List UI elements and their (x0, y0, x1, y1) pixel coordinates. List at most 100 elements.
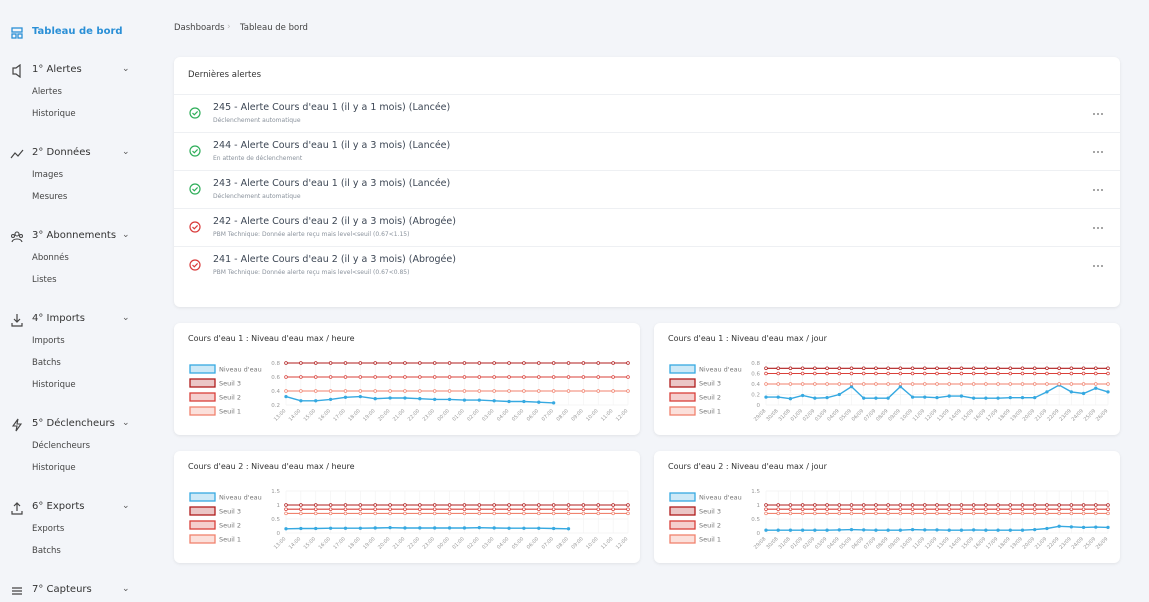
nav-section[interactable]: 4° Imports (32, 313, 85, 324)
nav-item[interactable]: Batchs (32, 546, 61, 556)
nav-item[interactable]: Images (32, 170, 64, 180)
data-point (947, 507, 951, 511)
data-point (343, 389, 348, 393)
x-tick-label: 08/09 (875, 536, 889, 550)
nav-section[interactable]: 2° Données (32, 147, 91, 158)
legend-label: Seuil 2 (219, 522, 241, 530)
nav-icon (10, 583, 24, 602)
nav-section[interactable]: 1° Alertes (32, 64, 82, 75)
data-point (284, 503, 288, 507)
alert-row[interactable]: 245 - Alerte Cours d'eau 1 (il y a 1 moi… (174, 94, 1120, 133)
data-point (996, 511, 1000, 516)
nav-item[interactable]: Batchs (32, 358, 61, 368)
nav-item[interactable]: Mesures (32, 192, 68, 202)
data-point (418, 375, 422, 379)
nav-icon (10, 417, 24, 436)
data-point (984, 528, 988, 532)
breadcrumb-item[interactable]: Dashboards (174, 23, 225, 33)
data-point (947, 503, 951, 507)
nav-chevron[interactable]: ⌄ (122, 147, 130, 157)
nav-item[interactable]: Imports (32, 336, 65, 346)
legend-swatch (189, 392, 216, 402)
nav-item[interactable]: Exports (32, 524, 65, 534)
data-point (537, 361, 541, 365)
data-point (328, 361, 333, 365)
nav-item[interactable]: Historique (32, 109, 76, 119)
chart: 0 0.5 1 1.5 29/0830/0831/0801/0902/0903/0904… (669, 489, 1110, 551)
nav-section[interactable]: 5° Déclencheurs (32, 418, 115, 429)
data-point (626, 389, 630, 393)
legend-label: Niveau d'eau (219, 366, 262, 374)
x-tick-label: 14/09 (948, 408, 962, 422)
alerts-card: Dernières alertes 245 - Alerte Cours d'e… (174, 57, 1120, 307)
data-point (1008, 511, 1013, 516)
data-point (418, 511, 422, 516)
data-point (776, 507, 780, 511)
data-point (581, 507, 586, 511)
data-point (898, 511, 903, 516)
nav-section[interactable]: 7° Capteurs (32, 584, 92, 595)
data-point (447, 503, 452, 507)
data-point (477, 507, 482, 511)
data-point (1032, 511, 1037, 516)
nav-item[interactable]: Listes (32, 275, 57, 285)
data-point (947, 382, 951, 386)
data-point (776, 382, 780, 386)
x-tick-label: 25/09 (1083, 408, 1097, 422)
data-point (403, 375, 407, 379)
nav-chevron[interactable]: ⌄ (122, 64, 130, 74)
data-point (447, 507, 452, 511)
x-tick-label: 10:00 (585, 408, 599, 422)
data-point (837, 503, 842, 507)
alert-subtitle: PBM Technique: Donnée alerte reçu mais l… (213, 231, 410, 238)
data-point (403, 503, 407, 507)
data-point (537, 389, 541, 393)
data-point (552, 401, 556, 405)
data-point (971, 511, 976, 516)
data-point (447, 361, 452, 365)
nav-item[interactable]: Historique (32, 380, 76, 390)
data-point (462, 526, 467, 530)
alert-row[interactable]: 242 - Alerte Cours d'eau 2 (il y a 3 moi… (174, 208, 1120, 247)
data-point (1106, 525, 1110, 530)
data-point (788, 397, 793, 401)
nav-chevron[interactable]: ⌄ (122, 230, 130, 240)
data-point (626, 511, 630, 516)
alert-row[interactable]: 241 - Alerte Cours d'eau 2 (il y a 3 moi… (174, 246, 1120, 285)
nav-section[interactable]: 6° Exports (32, 501, 85, 512)
data-point (566, 375, 571, 379)
data-point (462, 389, 467, 393)
legend-swatch (669, 378, 696, 388)
nav-item[interactable]: Historique (32, 463, 76, 473)
data-point (313, 511, 318, 516)
data-point (825, 371, 829, 376)
x-tick-label: 04:00 (496, 408, 510, 422)
data-point (1106, 366, 1110, 370)
nav-chevron[interactable]: ⌄ (122, 313, 130, 323)
data-point (947, 371, 951, 376)
nav-item[interactable]: Déclencheurs (32, 441, 91, 451)
data-point (1020, 507, 1025, 511)
alert-row[interactable]: 244 - Alerte Cours d'eau 1 (il y a 3 moi… (174, 132, 1120, 171)
data-point (462, 375, 467, 379)
chart-title: Cours d'eau 1 : Niveau d'eau max / jour (668, 334, 827, 343)
x-tick-label: 03/09 (814, 536, 828, 550)
nav-chevron[interactable]: ⌄ (122, 584, 130, 594)
nav-item[interactable]: Alertes (32, 87, 62, 97)
legend-label: Seuil 2 (699, 522, 721, 530)
data-point (343, 361, 348, 365)
nav-chevron[interactable]: ⌄ (122, 418, 130, 428)
nav-home[interactable]: Tableau de bord (32, 26, 123, 37)
data-point (837, 366, 842, 370)
nav-item[interactable]: Abonnés (32, 253, 69, 263)
alert-row[interactable]: 243 - Alerte Cours d'eau 1 (il y a 3 moi… (174, 170, 1120, 209)
nav-icon (10, 146, 24, 165)
data-point (596, 511, 601, 516)
data-point (611, 389, 615, 393)
nav-section[interactable]: 3° Abonnements (32, 230, 117, 241)
x-tick-label: 11/09 (912, 536, 926, 550)
data-point (886, 366, 890, 370)
nav-chevron[interactable]: ⌄ (122, 501, 130, 511)
y-tick-label: 1.5 (271, 489, 280, 495)
data-point (996, 507, 1000, 511)
